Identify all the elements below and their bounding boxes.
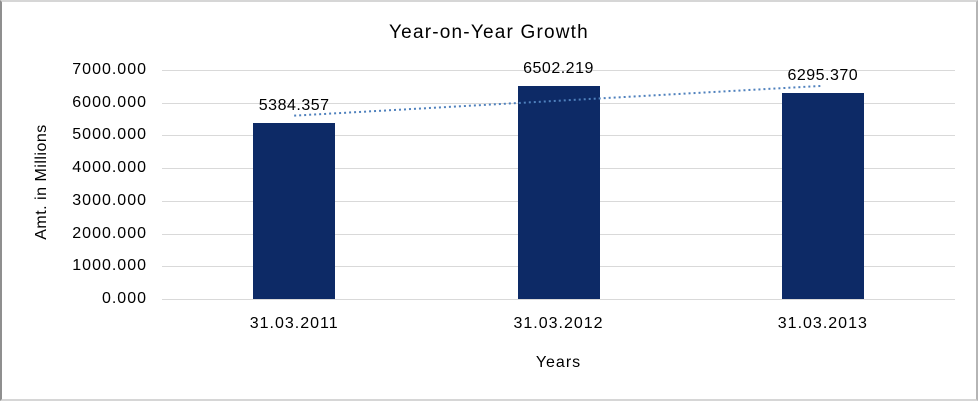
chart-title: Year-on-Year Growth [389,22,589,43]
y-tick-label: 0.000 [101,290,147,307]
y-tick-label: 6000.000 [72,93,147,111]
y-tick-label: 7000.000 [72,61,147,78]
gridline [162,70,955,71]
bar-value-label: 6295.370 [787,67,859,85]
bar-value-label: 5384.357 [258,96,330,114]
bar [253,122,336,299]
bar-value-label: 6502.219 [523,60,594,78]
bar [517,86,600,299]
y-tick-label: 3000.000 [72,191,147,209]
y-axis-title: Amt. in Millions [33,124,50,240]
x-tick-label: 31.03.2013 [777,315,868,332]
y-tick-label: 5000.000 [72,126,147,144]
x-axis-title: Years [535,354,582,371]
bar [781,93,864,299]
y-tick-label: 2000.000 [72,224,147,242]
y-tick-label: 1000.000 [72,257,147,275]
x-tick-label: 31.03.2011 [249,315,339,332]
x-tick-label: 31.03.2012 [513,315,604,332]
gridline [162,299,955,300]
y-tick-label: 4000.000 [72,159,147,177]
